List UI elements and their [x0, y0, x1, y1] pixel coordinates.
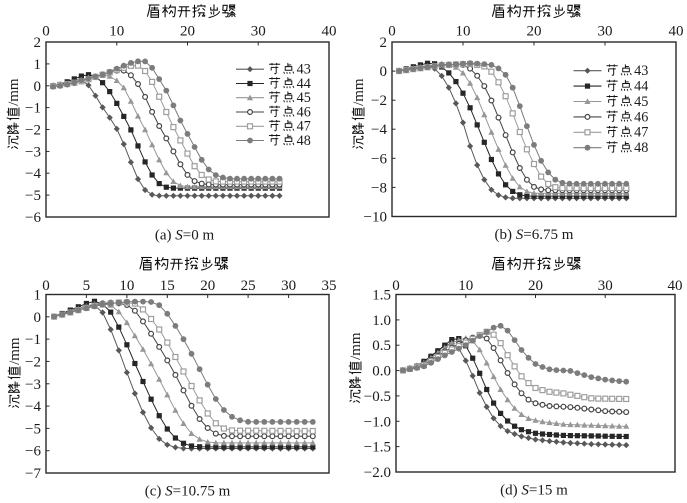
svg-text:1: 1 — [34, 288, 42, 304]
svg-text:−3: −3 — [25, 377, 41, 393]
svg-text:1.5: 1.5 — [372, 288, 391, 304]
svg-text:−4: −4 — [25, 166, 41, 182]
svg-text:45: 45 — [297, 90, 311, 106]
svg-text:−1: −1 — [25, 101, 41, 117]
svg-text:40: 40 — [322, 24, 337, 40]
svg-text:47: 47 — [634, 125, 648, 141]
svg-text:48: 48 — [297, 133, 311, 149]
svg-text:0.5: 0.5 — [372, 338, 391, 354]
svg-text:25: 25 — [241, 278, 256, 294]
svg-text:0: 0 — [34, 79, 42, 95]
svg-text:−2: −2 — [25, 123, 41, 139]
svg-text:−6: −6 — [25, 444, 41, 460]
svg-text:35: 35 — [322, 278, 337, 294]
svg-text:/mm: /mm — [7, 337, 23, 365]
svg-text:−8: −8 — [371, 180, 387, 196]
svg-text:−2.0: −2.0 — [364, 465, 391, 481]
svg-text:(d) S=15 m: (d) S=15 m — [500, 483, 568, 499]
svg-text:−10: −10 — [364, 210, 387, 226]
svg-text:46: 46 — [634, 109, 648, 125]
svg-text:−2: −2 — [25, 354, 41, 370]
svg-text:0: 0 — [388, 24, 396, 40]
svg-text:20: 20 — [528, 278, 543, 294]
svg-text:−0.5: −0.5 — [364, 389, 391, 405]
svg-text:20: 20 — [527, 24, 542, 40]
svg-text:0.0: 0.0 — [372, 364, 391, 380]
svg-text:10: 10 — [456, 24, 471, 40]
svg-text:−6: −6 — [371, 151, 387, 167]
svg-text:−4: −4 — [371, 122, 387, 138]
svg-text:(b) S=6.75 m: (b) S=6.75 m — [495, 227, 574, 243]
svg-text:/mm: /mm — [348, 332, 364, 360]
svg-text:2: 2 — [34, 35, 42, 51]
svg-text:−5: −5 — [25, 188, 41, 204]
svg-text:10: 10 — [119, 278, 134, 294]
svg-text:/mm: /mm — [351, 78, 367, 106]
svg-text:30: 30 — [598, 278, 613, 294]
svg-text:30: 30 — [251, 24, 266, 40]
svg-text:−7: −7 — [25, 466, 41, 482]
svg-text:30: 30 — [598, 24, 613, 40]
svg-text:−1.5: −1.5 — [364, 440, 391, 456]
svg-text:1: 1 — [34, 57, 42, 73]
svg-text:0: 0 — [392, 278, 400, 294]
svg-text:2: 2 — [380, 35, 388, 51]
svg-text:46: 46 — [297, 104, 311, 120]
svg-text:43: 43 — [634, 63, 648, 79]
svg-text:−5: −5 — [25, 421, 41, 437]
svg-text:45: 45 — [634, 94, 648, 110]
svg-text:44: 44 — [634, 79, 648, 95]
svg-text:15: 15 — [160, 278, 175, 294]
svg-text:0: 0 — [42, 278, 50, 294]
svg-text:−4: −4 — [25, 399, 41, 415]
svg-text:5: 5 — [83, 278, 91, 294]
svg-text:0: 0 — [42, 24, 50, 40]
svg-text:40: 40 — [669, 24, 684, 40]
svg-text:20: 20 — [200, 278, 215, 294]
svg-text:1.0: 1.0 — [372, 313, 391, 329]
svg-text:20: 20 — [180, 24, 195, 40]
svg-text:−3: −3 — [25, 144, 41, 160]
svg-text:(c) S=10.75 m: (c) S=10.75 m — [145, 484, 231, 500]
svg-text:44: 44 — [297, 76, 311, 92]
svg-text:10: 10 — [458, 278, 473, 294]
svg-text:(a) S=0 m: (a) S=0 m — [155, 228, 215, 244]
svg-text:10: 10 — [109, 24, 124, 40]
svg-text:30: 30 — [281, 278, 296, 294]
svg-text:40: 40 — [668, 278, 683, 294]
svg-text:/mm: /mm — [6, 78, 22, 106]
svg-text:0: 0 — [380, 64, 388, 80]
svg-text:−1.0: −1.0 — [364, 414, 391, 430]
svg-text:47: 47 — [297, 119, 311, 135]
svg-text:−2: −2 — [371, 93, 387, 109]
svg-text:43: 43 — [297, 62, 311, 78]
svg-text:−1: −1 — [25, 332, 41, 348]
svg-text:48: 48 — [634, 140, 648, 156]
svg-text:0: 0 — [34, 310, 42, 326]
svg-text:−6: −6 — [25, 210, 41, 226]
